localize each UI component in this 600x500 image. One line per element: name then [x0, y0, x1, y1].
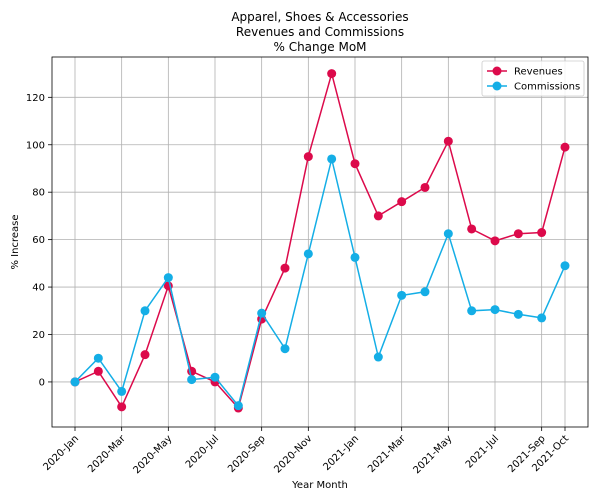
data-point [373, 211, 383, 221]
y-tick-label: 20 [32, 330, 45, 341]
data-point [397, 197, 407, 207]
x-tick-label: 2021-Jul [464, 433, 501, 470]
data-point [233, 401, 243, 411]
y-tick-label: 80 [32, 188, 45, 199]
data-point [140, 350, 150, 360]
legend-item: Revenues [487, 66, 563, 78]
chart-title-line: % Change MoM [273, 40, 366, 54]
chart-title-line: Revenues and Commissions [236, 25, 404, 39]
x-tick-label: 2020-Jan [42, 433, 82, 473]
x-tick-label: 2020-Jul [184, 433, 221, 470]
x-tick-label: 2020-May [132, 433, 175, 476]
legend-label: Commissions [514, 82, 580, 93]
x-tick-label: 2021-Jan [322, 433, 362, 473]
legend-marker [492, 66, 502, 76]
data-point [280, 344, 290, 354]
legend-box [481, 60, 585, 97]
legend-marker [492, 81, 502, 91]
data-point [490, 236, 500, 246]
x-tick-label: 2020-Sep [226, 433, 268, 475]
grid [52, 57, 588, 427]
data-point [490, 305, 500, 315]
x-axis: 2020-Jan 2020-Mar 2020-May 2020-Jul 2020-Sep… [42, 427, 571, 476]
data-point [420, 287, 430, 297]
data-point [350, 252, 360, 262]
legend-label: Revenues [514, 67, 563, 78]
data-point [350, 159, 360, 169]
data-point [303, 249, 313, 259]
x-tick-label: 2020-Mar [86, 433, 128, 475]
x-axis-label: Year Month [291, 480, 348, 491]
y-tick-label: 0 [39, 377, 45, 388]
data-point [443, 136, 453, 146]
data-point [560, 142, 570, 152]
y-tick-label: 40 [32, 283, 45, 294]
plot-frame [51, 56, 589, 428]
data-point [467, 306, 477, 316]
legend-item: Commissions [487, 81, 580, 93]
data-point [93, 353, 103, 363]
data-point [467, 224, 477, 234]
x-tick-label: 2020-Nov [272, 433, 314, 475]
x-tick-label: 2021-Mar [366, 433, 408, 475]
data-point [117, 386, 127, 396]
x-tick-label: 2021-May [412, 433, 455, 476]
data-point [187, 375, 197, 385]
data-point [327, 154, 337, 164]
data-point [373, 352, 383, 362]
y-tick-label: 60 [32, 235, 45, 246]
data-point [327, 69, 337, 79]
data-point [93, 366, 103, 376]
data-point [397, 290, 407, 300]
data-point [257, 308, 267, 318]
series-line [74, 158, 566, 408]
data-point [443, 229, 453, 239]
series-commissions [70, 154, 570, 411]
legend: Revenues Commissions [481, 60, 585, 97]
data-point [537, 228, 547, 238]
data-point [420, 182, 430, 192]
data-point [560, 261, 570, 271]
y-axis: 0 20 40 60 80 100 120 [26, 93, 52, 388]
data-point [163, 273, 173, 283]
data-point [537, 313, 547, 323]
data-point [303, 152, 313, 162]
y-tick-label: 120 [26, 93, 45, 104]
chart-title-line: Apparel, Shoes & Accessories [231, 10, 408, 24]
data-point [70, 377, 80, 387]
data-point [513, 309, 523, 319]
data-point [140, 306, 150, 316]
series-line [74, 70, 566, 410]
data-point [280, 263, 290, 273]
y-tick-label: 100 [26, 140, 45, 151]
data-point [513, 229, 523, 239]
data-point [210, 372, 220, 382]
series-layer [70, 69, 570, 413]
y-axis-label: % Increase [10, 215, 21, 270]
data-point [117, 402, 127, 412]
